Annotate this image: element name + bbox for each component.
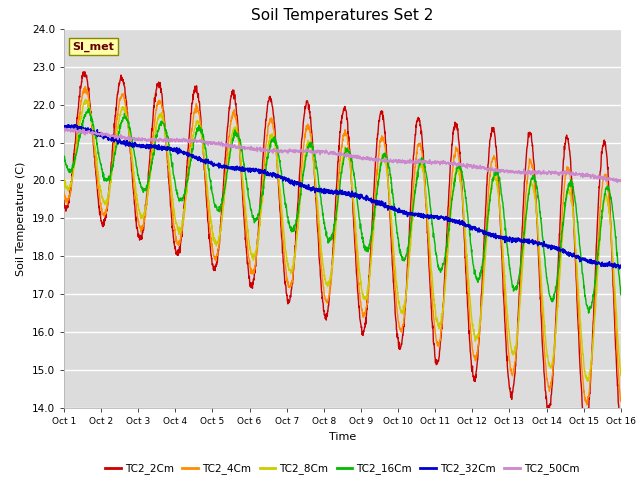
Text: SI_met: SI_met (72, 42, 114, 52)
Title: Soil Temperatures Set 2: Soil Temperatures Set 2 (252, 9, 433, 24)
TC2_32Cm (71, 122, 79, 128)
TC2_32Cm (60, 124, 68, 130)
Line: TC2_32Cm: TC2_32Cm (64, 125, 621, 269)
TC2_8Cm (617, 372, 625, 378)
TC2_4Cm (504, 348, 512, 353)
TC2_8Cm (216, 235, 223, 240)
TC2_2Cm (584, 417, 591, 422)
TC2_2Cm (617, 432, 625, 438)
Line: TC2_8Cm: TC2_8Cm (64, 100, 621, 381)
TC2_50Cm (216, 141, 223, 147)
TC2_16Cm (359, 236, 367, 241)
TC2_4Cm (60, 189, 68, 195)
TC2_50Cm (60, 127, 68, 133)
TC2_4Cm (216, 238, 223, 244)
TC2_8Cm (359, 290, 367, 296)
TC2_50Cm (61, 125, 69, 131)
TC2_50Cm (504, 169, 512, 175)
TC2_50Cm (371, 156, 379, 161)
TC2_16Cm (371, 205, 379, 211)
Legend: TC2_2Cm, TC2_4Cm, TC2_8Cm, TC2_16Cm, TC2_32Cm, TC2_50Cm: TC2_2Cm, TC2_4Cm, TC2_8Cm, TC2_16Cm, TC2… (101, 459, 584, 479)
TC2_4Cm (584, 398, 591, 404)
TC2_50Cm (359, 156, 367, 161)
TC2_8Cm (568, 200, 575, 205)
TC2_16Cm (584, 302, 591, 308)
TC2_8Cm (584, 378, 591, 384)
TC2_8Cm (371, 214, 379, 220)
TC2_2Cm (216, 240, 223, 246)
TC2_50Cm (617, 177, 625, 183)
TC2_16Cm (568, 182, 575, 188)
TC2_16Cm (617, 292, 625, 298)
X-axis label: Time: Time (329, 432, 356, 442)
TC2_32Cm (216, 163, 223, 168)
TC2_4Cm (583, 402, 591, 408)
TC2_50Cm (568, 169, 575, 175)
TC2_32Cm (371, 199, 379, 205)
TC2_16Cm (85, 106, 93, 111)
TC2_50Cm (613, 180, 621, 185)
TC2_32Cm (617, 264, 625, 269)
TC2_8Cm (504, 325, 512, 331)
TC2_32Cm (584, 259, 591, 264)
TC2_2Cm (359, 331, 367, 336)
TC2_4Cm (371, 197, 379, 203)
TC2_8Cm (584, 378, 591, 384)
TC2_2Cm (504, 375, 512, 381)
TC2_16Cm (60, 153, 68, 159)
TC2_2Cm (371, 172, 379, 178)
TC2_16Cm (504, 252, 512, 258)
TC2_32Cm (568, 252, 575, 258)
TC2_8Cm (81, 97, 89, 103)
TC2_16Cm (216, 205, 223, 211)
TC2_50Cm (584, 173, 591, 179)
TC2_4Cm (81, 84, 89, 90)
Line: TC2_4Cm: TC2_4Cm (64, 87, 621, 405)
Line: TC2_50Cm: TC2_50Cm (64, 128, 621, 182)
TC2_16Cm (585, 310, 593, 316)
Line: TC2_2Cm: TC2_2Cm (64, 72, 621, 435)
TC2_32Cm (504, 237, 512, 243)
TC2_2Cm (60, 198, 68, 204)
TC2_32Cm (616, 266, 623, 272)
TC2_4Cm (568, 192, 575, 197)
Line: TC2_16Cm: TC2_16Cm (64, 108, 621, 313)
TC2_2Cm (568, 178, 575, 184)
TC2_4Cm (359, 310, 367, 316)
Y-axis label: Soil Temperature (C): Soil Temperature (C) (16, 161, 26, 276)
TC2_8Cm (60, 178, 68, 183)
TC2_32Cm (359, 194, 367, 200)
TC2_2Cm (81, 69, 89, 75)
TC2_4Cm (617, 398, 625, 404)
